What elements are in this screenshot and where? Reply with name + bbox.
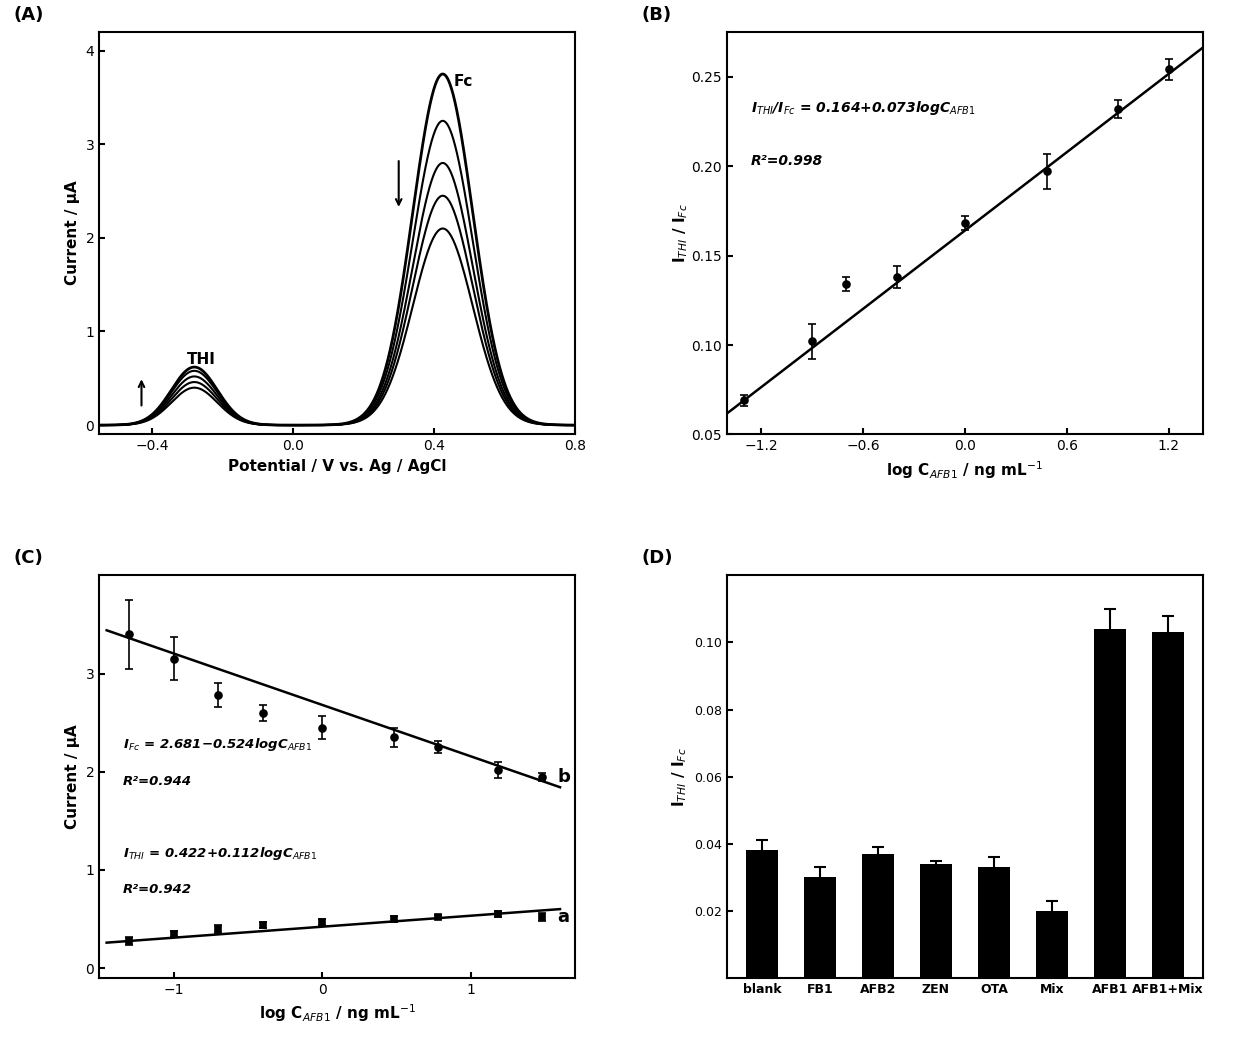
Bar — [1035, 911, 1068, 978]
Y-axis label: I$_{THI}$ / I$_{Fc}$: I$_{THI}$ / I$_{Fc}$ — [670, 746, 688, 807]
Text: (C): (C) — [14, 550, 43, 568]
Text: Fc: Fc — [454, 74, 472, 89]
X-axis label: log C$_{AFB1}$ / ng mL$^{-1}$: log C$_{AFB1}$ / ng mL$^{-1}$ — [887, 459, 1043, 480]
Text: THI: THI — [187, 352, 216, 367]
Y-axis label: Current / μA: Current / μA — [64, 724, 79, 829]
Bar — [746, 850, 777, 978]
Text: I$_{Fc}$ = 2.681−0.524logC$_{AFB1}$: I$_{Fc}$ = 2.681−0.524logC$_{AFB1}$ — [123, 737, 312, 754]
Text: (A): (A) — [14, 5, 43, 23]
Text: R²=0.998: R²=0.998 — [751, 154, 823, 168]
Text: b: b — [557, 767, 570, 786]
Bar — [1094, 629, 1126, 978]
X-axis label: log C$_{AFB1}$ / ng mL$^{-1}$: log C$_{AFB1}$ / ng mL$^{-1}$ — [259, 1002, 415, 1024]
Bar — [920, 864, 952, 978]
Bar — [862, 854, 894, 978]
Text: R²=0.942: R²=0.942 — [123, 883, 192, 896]
Text: R²=0.944: R²=0.944 — [123, 775, 192, 788]
Bar — [804, 877, 836, 978]
Y-axis label: Current / μA: Current / μA — [64, 181, 79, 286]
Text: (D): (D) — [641, 550, 673, 568]
Text: a: a — [557, 908, 569, 926]
Y-axis label: I$_{THI}$ / I$_{Fc}$: I$_{THI}$ / I$_{Fc}$ — [671, 203, 691, 264]
X-axis label: Potential / V vs. Ag / AgCl: Potential / V vs. Ag / AgCl — [228, 459, 446, 474]
Bar — [978, 867, 1009, 978]
Text: I$_{THI}$/I$_{Fc}$ = 0.164+0.073logC$_{AFB1}$: I$_{THI}$/I$_{Fc}$ = 0.164+0.073logC$_{A… — [751, 100, 976, 117]
Text: (B): (B) — [641, 5, 672, 23]
Bar — [1152, 632, 1184, 978]
Text: I$_{THI}$ = 0.422+0.112logC$_{AFB1}$: I$_{THI}$ = 0.422+0.112logC$_{AFB1}$ — [123, 845, 317, 862]
